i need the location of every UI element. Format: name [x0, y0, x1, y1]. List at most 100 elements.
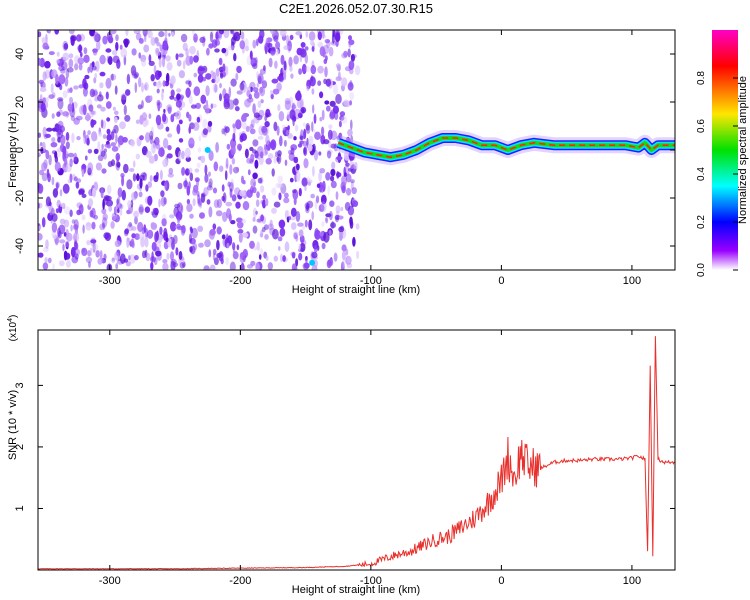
spectrogram-noise-speck	[270, 30, 276, 35]
spectrogram-noise-speck	[140, 236, 145, 248]
spectrogram-noise-speck	[44, 60, 51, 69]
spectrogram-noise-speck	[203, 265, 210, 270]
spectrogram-noise-speck	[126, 209, 131, 215]
spectrogram-noise-speck	[45, 133, 51, 138]
spectrogram-noise-speck	[68, 30, 75, 35]
spectrogram-noise-speck	[190, 104, 197, 109]
spectrogram-noise-speck	[339, 115, 345, 121]
spectrogram-noise-speck	[215, 142, 220, 153]
spectrogram-noise-speck	[93, 214, 99, 220]
spectrogram-noise-speck	[62, 183, 70, 194]
spectrogram-noise-speck	[231, 194, 237, 202]
spectrogram-noise-speck	[304, 46, 309, 51]
spectrogram-noise-speck	[317, 31, 322, 41]
spectrogram-noise-speck	[320, 194, 327, 205]
spectrogram-noise-speck	[171, 240, 175, 250]
spectrogram-noise-speck	[63, 43, 69, 50]
spectrogram-noise-speck	[239, 251, 247, 261]
spectrogram-noise-speck	[277, 47, 281, 55]
spectrogram-noise-speck	[248, 94, 253, 100]
spectrogram-noise-speck	[125, 89, 131, 96]
spectrogram-noise-speck	[302, 122, 306, 127]
spectrogram-noise-speck	[262, 194, 267, 200]
spectrogram-noise-speck	[293, 136, 297, 141]
spectrogram-noise-speck	[236, 217, 243, 223]
spectrogram-noise-speck	[148, 60, 155, 66]
spectrogram-noise-speck	[98, 131, 102, 137]
spectrogram-noise-speck	[319, 184, 325, 193]
spectrogram-noise-speck	[312, 143, 316, 153]
spectrogram-noise-speck	[92, 48, 98, 56]
spectrogram-noise-speck	[346, 262, 353, 269]
spectrogram-noise-speck	[288, 56, 293, 67]
spectrogram-noise-speck	[95, 250, 100, 258]
spectrogram-noise-speck	[338, 30, 344, 36]
spectrogram-noise-speck	[232, 35, 238, 41]
spectrogram-noise-speck	[299, 47, 305, 55]
spectrogram-noise-speck	[206, 185, 213, 191]
spectrogram-noise-speck	[137, 104, 143, 110]
spectrogram-noise-speck	[54, 151, 58, 159]
spectrogram-noise-speck	[181, 150, 185, 160]
spectrogram-noise-speck	[186, 185, 191, 196]
spectrogram-noise-speck	[316, 183, 321, 188]
spectrogram-noise-speck	[219, 93, 222, 102]
spectrogram-noise-speck	[176, 225, 184, 231]
spectrogram-noise-speck	[341, 244, 347, 252]
spectrogram-noise-speck	[252, 39, 257, 49]
spectrogram-noise-speck	[52, 263, 55, 270]
spectrogram-noise-speck	[308, 219, 313, 231]
spectrogram-noise-speck	[135, 32, 142, 41]
spectrogram-noise-speck	[57, 97, 64, 102]
spectrogram-noise-speck	[338, 226, 345, 233]
spectrogram-noise-speck	[234, 106, 240, 112]
spectrogram-noise-speck	[153, 153, 158, 162]
spectrogram-noise-speck	[341, 52, 348, 59]
spectrogram-noise-speck	[326, 39, 331, 49]
spectrogram-noise-speck	[172, 262, 178, 268]
spectrogram-noise-speck	[313, 113, 317, 124]
spectrogram-noise-speck	[273, 121, 278, 132]
spectrogram-noise-speck	[91, 221, 96, 230]
spectrogram-noise-speck	[193, 86, 201, 97]
spectrogram-noise-speck	[88, 261, 91, 268]
spectrogram-noise-speck	[282, 255, 286, 262]
spectrogram-noise-speck	[126, 179, 133, 190]
spectrogram-noise-speck	[102, 222, 105, 229]
spectrogram-noise-speck	[238, 233, 243, 243]
spectrogram-noise-speck	[252, 225, 258, 234]
spectrogram-noise-speck	[130, 226, 137, 231]
spectrogram-noise-speck	[267, 262, 273, 270]
spectrogram-noise-speck	[115, 133, 118, 144]
spectrogram-noise-speck	[97, 141, 101, 152]
spectrogram-noise-speck	[56, 111, 61, 117]
spectrogram-noise-speck	[278, 73, 285, 83]
spectrogram-noise-speck	[208, 206, 213, 218]
spectrogram-noise-speck	[273, 201, 281, 208]
spectrogram-noise-speck	[143, 44, 150, 53]
spectrogram-noise-speck	[131, 48, 137, 56]
spectrogram-noise-speck	[103, 195, 110, 201]
spectrogram-noise-speck	[294, 124, 299, 132]
spectrogram-noise-speck	[81, 193, 87, 198]
spectrogram-noise-speck	[326, 105, 331, 112]
spectrogram-noise-speck	[184, 147, 191, 159]
spectrogram-noise-speck	[188, 137, 195, 149]
spectrogram-noise-speck	[265, 134, 270, 146]
spectrogram-noise-speck	[293, 231, 299, 240]
spectrogram-noise-speck	[176, 123, 181, 135]
spectrogram-noise-speck	[305, 123, 310, 131]
spectrogram-noise-speck	[134, 255, 139, 261]
spectrogram-noise-speck	[229, 188, 233, 198]
spectrogram-noise-speck	[83, 134, 87, 145]
spectrogram-noise-speck	[292, 189, 297, 194]
spectrogram-noise-speck	[100, 150, 106, 157]
spectrogram-noise-speck	[324, 39, 330, 44]
spectrogram-noise-speck	[63, 206, 71, 215]
spectrogram-noise-speck	[175, 211, 183, 221]
spectrogram-noise-speck	[349, 216, 353, 226]
spectrogram-noise-speck	[274, 60, 278, 69]
spectrogram-noise-speck	[115, 160, 121, 171]
spectrogram-noise-speck	[211, 78, 216, 84]
spectrogram-noise-speck	[221, 128, 225, 135]
